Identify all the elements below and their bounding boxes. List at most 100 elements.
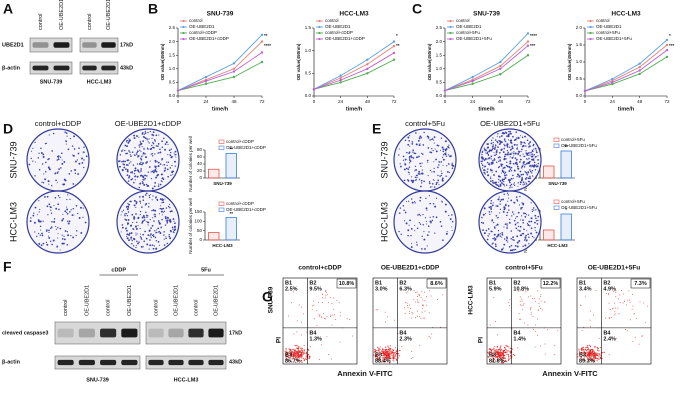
event bbox=[489, 351, 491, 353]
colony bbox=[512, 238, 514, 241]
event bbox=[382, 361, 384, 363]
x-axis-label: HCC-LM3 bbox=[547, 243, 568, 248]
colony bbox=[136, 163, 139, 165]
colony bbox=[133, 134, 136, 137]
event bbox=[384, 311, 386, 313]
event bbox=[614, 311, 616, 313]
event bbox=[506, 354, 508, 356]
y-tick-label: 1.5 bbox=[169, 52, 176, 57]
event bbox=[532, 316, 534, 318]
colony bbox=[488, 164, 490, 166]
colony bbox=[429, 186, 432, 188]
colony bbox=[510, 244, 513, 247]
quadrant-value: 2.3% bbox=[399, 336, 412, 342]
data-point bbox=[260, 60, 264, 64]
event bbox=[388, 348, 390, 351]
colony bbox=[73, 135, 76, 138]
event bbox=[494, 355, 497, 357]
event bbox=[392, 351, 394, 354]
event bbox=[644, 321, 646, 323]
colony bbox=[164, 148, 166, 151]
event bbox=[376, 309, 378, 311]
event bbox=[584, 359, 586, 361]
event bbox=[303, 349, 305, 351]
event bbox=[297, 347, 299, 349]
event bbox=[491, 357, 494, 359]
quadrant-value: 4.9% bbox=[603, 286, 616, 292]
colony bbox=[492, 181, 494, 183]
series-line bbox=[313, 41, 395, 90]
colony bbox=[127, 180, 130, 182]
quadrant-label: B4 bbox=[603, 330, 611, 336]
colony bbox=[40, 152, 43, 154]
colony bbox=[149, 218, 151, 221]
colony bbox=[531, 235, 534, 238]
legend-label: OE-UBE2D1+cDDP bbox=[325, 36, 365, 41]
event bbox=[293, 351, 295, 354]
colony bbox=[509, 156, 511, 158]
colony bbox=[126, 139, 128, 142]
colony bbox=[39, 225, 42, 228]
protein-label: β-actin bbox=[2, 65, 21, 71]
colony bbox=[45, 241, 48, 243]
colony bbox=[506, 135, 508, 137]
colony bbox=[497, 185, 500, 188]
event bbox=[296, 320, 298, 322]
event bbox=[326, 336, 328, 338]
colony bbox=[495, 151, 498, 154]
colony bbox=[40, 229, 42, 231]
colony bbox=[527, 162, 530, 165]
colony bbox=[127, 159, 130, 161]
event bbox=[592, 359, 594, 361]
colony bbox=[511, 215, 513, 217]
colony bbox=[486, 151, 489, 153]
colony bbox=[527, 171, 530, 174]
colony bbox=[499, 200, 501, 203]
colony bbox=[504, 177, 507, 179]
event bbox=[330, 315, 332, 317]
event bbox=[621, 289, 623, 291]
colony bbox=[61, 152, 63, 155]
colony bbox=[399, 163, 401, 165]
colony bbox=[159, 222, 161, 225]
colony bbox=[495, 170, 498, 173]
colony bbox=[80, 206, 82, 209]
event bbox=[412, 357, 414, 359]
y-tick-label: 80 bbox=[197, 147, 203, 152]
colony bbox=[515, 196, 518, 198]
legend-swatch bbox=[218, 207, 225, 212]
colony bbox=[480, 160, 482, 163]
event bbox=[508, 357, 510, 359]
colony bbox=[34, 231, 36, 233]
event bbox=[386, 354, 388, 356]
colony bbox=[81, 157, 84, 160]
size-label: 17kD bbox=[120, 42, 133, 48]
colony bbox=[51, 220, 53, 223]
colony bbox=[122, 149, 124, 151]
colony bbox=[510, 166, 513, 169]
event bbox=[424, 300, 426, 302]
colony bbox=[407, 229, 410, 232]
data-point bbox=[339, 81, 342, 84]
event bbox=[410, 317, 412, 319]
colony bbox=[420, 165, 422, 168]
blot-band bbox=[53, 42, 70, 48]
colony bbox=[167, 161, 170, 163]
event bbox=[327, 302, 329, 304]
colony bbox=[404, 158, 407, 161]
colony bbox=[449, 155, 451, 158]
colony bbox=[499, 235, 502, 237]
colony bbox=[435, 216, 438, 219]
colony bbox=[503, 144, 505, 146]
event bbox=[385, 321, 387, 323]
colony bbox=[43, 173, 45, 175]
colony bbox=[405, 167, 408, 170]
colony bbox=[56, 172, 59, 174]
colony bbox=[522, 203, 525, 206]
colony bbox=[157, 227, 160, 230]
event bbox=[303, 313, 305, 315]
colony bbox=[434, 205, 437, 208]
event bbox=[296, 350, 298, 353]
colony bbox=[517, 182, 519, 184]
colony bbox=[126, 145, 128, 148]
